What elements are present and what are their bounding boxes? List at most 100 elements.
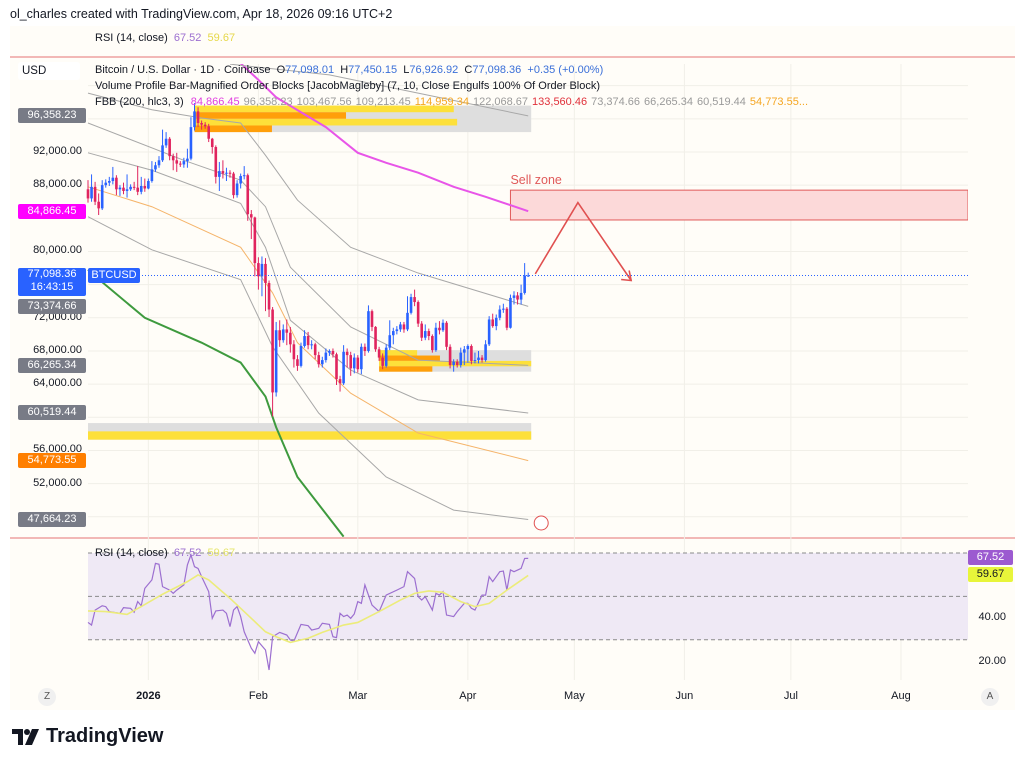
- symbol-legend[interactable]: Bitcoin / U.S. Dollar · 1D · Coinbase O7…: [95, 64, 603, 76]
- time-tick-label: May: [563, 690, 585, 702]
- candle-body: [420, 323, 423, 338]
- candle-body: [86, 189, 90, 199]
- candle-body: [150, 169, 154, 182]
- candle-body: [452, 361, 455, 366]
- candle-body: [399, 324, 402, 330]
- candle-body: [221, 171, 225, 174]
- candle-body: [271, 309, 274, 393]
- candle-body: [310, 344, 313, 346]
- fbb-legend[interactable]: FBB (200, hlc3, 3) 84,866.45 96,358.23 103…: [95, 96, 808, 108]
- candle-body: [519, 292, 523, 300]
- time-tick-label: Apr: [459, 690, 477, 702]
- volume-profile-legend[interactable]: Volume Profile Bar-Magnified Order Block…: [95, 80, 601, 92]
- candle-body: [342, 351, 345, 384]
- rsi-band: [88, 553, 968, 640]
- candle-body: [285, 329, 289, 333]
- indicator-price-label: 96,358.23: [18, 108, 86, 124]
- indicator-price-label: 73,374.66: [18, 298, 86, 314]
- candle-body: [338, 379, 342, 384]
- close-value: 77,098.36: [472, 64, 522, 76]
- fbb-value: 84,866.45: [190, 96, 240, 108]
- candle-body: [526, 275, 530, 277]
- price-tick-label: 56,000.00: [33, 443, 82, 456]
- candle-body: [104, 182, 108, 186]
- candle-body: [278, 330, 281, 341]
- candle-body: [413, 297, 416, 303]
- volume-profile-bar: [194, 125, 272, 133]
- candle-body: [186, 158, 189, 162]
- candle-body: [168, 138, 171, 157]
- candle-body: [122, 187, 125, 191]
- candle-body: [466, 345, 470, 350]
- tradingview-logo[interactable]: TradingView: [12, 725, 163, 748]
- fbb-value: 73,374.66: [591, 96, 641, 108]
- candle-body: [207, 126, 210, 139]
- rsi-pane-legend[interactable]: RSI (14, close) 67.52 59.67: [95, 547, 235, 559]
- candle-body: [487, 319, 491, 345]
- candle-body: [264, 263, 267, 283]
- candle-body: [239, 176, 242, 184]
- fbb-value: 109,213.45: [355, 96, 411, 108]
- fbb-label: FBB (200, hlc3, 3): [95, 96, 184, 108]
- candle-body: [491, 319, 494, 327]
- candle-body: [331, 350, 335, 355]
- fbb-value: 60,519.44: [696, 96, 746, 108]
- volume-profile-bar: [379, 360, 532, 367]
- candle-body: [161, 145, 164, 161]
- rsi-line: [87, 553, 529, 671]
- candle-body: [225, 172, 228, 174]
- sell-zone-label[interactable]: Sell zone: [510, 173, 562, 188]
- high-value: 77,450.15: [348, 64, 398, 76]
- candle-body: [218, 171, 221, 177]
- candle-body: [441, 322, 445, 331]
- candle-body: [324, 352, 328, 361]
- candle-body: [232, 173, 235, 196]
- candle-body: [498, 309, 502, 318]
- candle-body: [250, 214, 253, 218]
- candle-body: [494, 317, 498, 327]
- indicator-line: [87, 152, 529, 414]
- candle-body: [477, 357, 480, 361]
- time-tick-label: Aug: [891, 690, 911, 702]
- candle-body: [257, 263, 260, 277]
- low-value: 76,926.92: [409, 64, 459, 76]
- candle-body: [115, 177, 118, 190]
- rsi-pane-value: 67.52: [173, 547, 202, 559]
- candle-body: [384, 347, 388, 366]
- candle-body: [328, 350, 331, 353]
- volume-profile-bar: [379, 366, 433, 372]
- candle-body: [289, 332, 292, 345]
- candle-body: [235, 183, 239, 196]
- currency-button[interactable]: USD: [18, 62, 80, 80]
- candle-body: [111, 177, 115, 182]
- zoom-toggle-button[interactable]: Z: [38, 688, 56, 706]
- candle-body: [388, 335, 392, 348]
- candle-body: [512, 295, 516, 298]
- candle-body: [480, 357, 484, 361]
- tradingview-logo-icon: [12, 728, 39, 745]
- collapsed-rsi-legend[interactable]: RSI (14, close) 67.52 59.67: [95, 32, 235, 44]
- candle-body: [381, 357, 384, 366]
- candle-body: [147, 181, 150, 189]
- candle-body: [377, 349, 381, 358]
- high-label: H: [340, 64, 349, 76]
- bar-countdown: 16:43:15: [30, 280, 74, 293]
- candle-body: [321, 360, 324, 365]
- volume-profile-bar: [379, 350, 418, 356]
- time-tick-label: Feb: [248, 690, 268, 702]
- volume-profile-bar: [194, 118, 458, 126]
- candle-body: [200, 122, 203, 125]
- brand-name: TradingView: [46, 725, 164, 747]
- price-tick-label: 64,000.00: [33, 377, 82, 390]
- candle-body: [136, 187, 139, 192]
- candle-body: [395, 329, 399, 332]
- candle-body: [459, 352, 463, 366]
- candle-body: [363, 346, 367, 351]
- candle-body: [392, 331, 395, 336]
- candle-body: [360, 346, 363, 370]
- fbb-ellipsis: ...: [798, 96, 809, 108]
- candle-body: [203, 124, 207, 127]
- auto-scale-button[interactable]: A: [981, 688, 999, 706]
- candle-body: [132, 186, 136, 188]
